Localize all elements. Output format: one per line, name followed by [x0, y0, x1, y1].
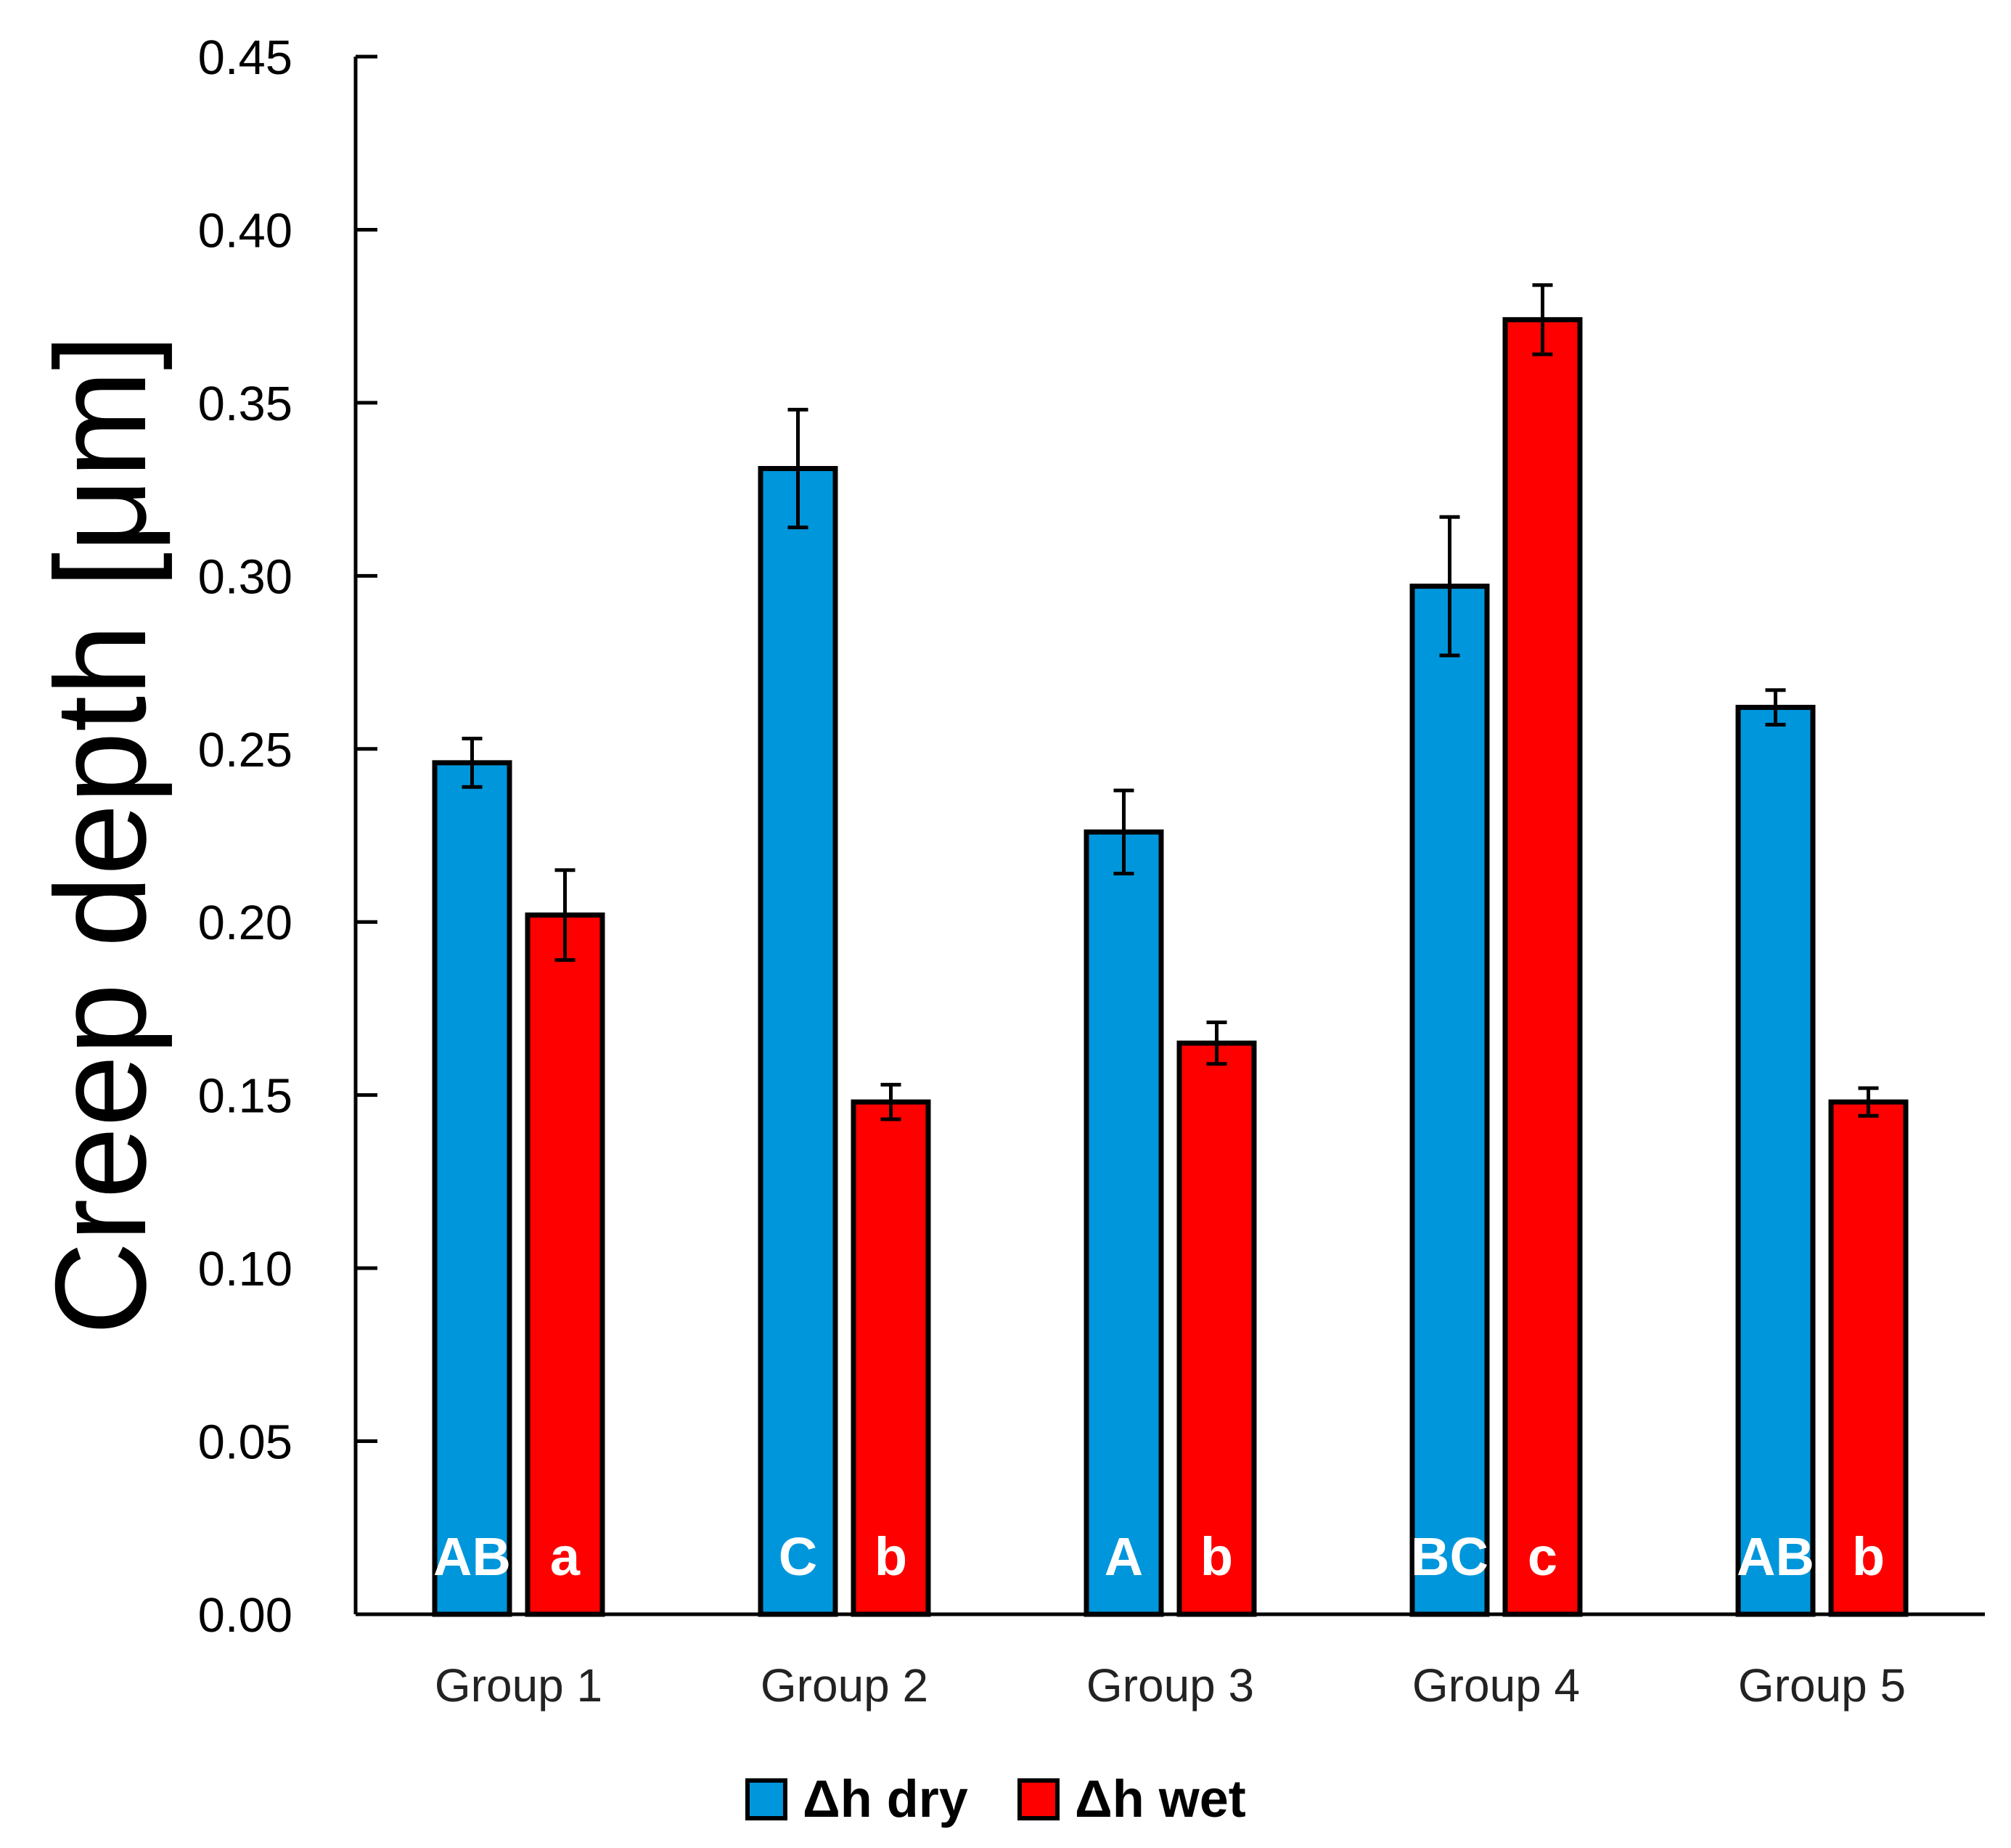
legend-swatch-dry [745, 1778, 787, 1820]
category-label: Group 2 [761, 1659, 928, 1712]
significance-letter: BC [1411, 1526, 1488, 1587]
bar-dry [1084, 829, 1164, 1617]
significance-letter: AB [433, 1526, 511, 1587]
y-tick-label: 0.40 [198, 203, 292, 258]
legend-swatch-wet [1017, 1778, 1060, 1820]
category-label: Group 5 [1738, 1659, 1906, 1712]
y-tick-label: 0.05 [198, 1415, 292, 1470]
y-tick-label: 0.15 [198, 1069, 292, 1124]
category-label: Group 4 [1412, 1659, 1580, 1712]
significance-letter: b [875, 1526, 907, 1587]
y-tick-label: 0.00 [198, 1588, 292, 1643]
significance-letter: A [1105, 1526, 1143, 1587]
significance-letter: c [1528, 1526, 1557, 1587]
bar-dry [432, 760, 512, 1617]
category-label: Group 1 [435, 1659, 602, 1712]
category-labels: Group 1 Group 2 Group 3 Group 4 Group 5 [435, 1659, 1906, 1712]
significance-letter: b [1200, 1526, 1233, 1587]
y-tick-label: 0.30 [198, 549, 292, 604]
bar-wet [525, 912, 605, 1617]
y-axis-title: Creep depth [μm] [28, 335, 173, 1336]
y-axis-ticks: 0.00 0.05 0.10 0.15 0.20 0.25 0.30 0.35 0.40 0.45 [198, 30, 377, 1643]
category-label: Group 3 [1086, 1659, 1254, 1712]
significance-letter: AB [1737, 1526, 1814, 1587]
legend-label-wet: Δh wet [1075, 1770, 1246, 1828]
bar-dry [1409, 584, 1490, 1617]
y-tick-label: 0.20 [198, 896, 292, 950]
legend-label-dry: Δh dry [803, 1770, 968, 1828]
y-tick-label: 0.10 [198, 1242, 292, 1296]
axes [353, 57, 1985, 1616]
bar-wet [1502, 316, 1583, 1617]
y-tick-label: 0.45 [198, 30, 292, 85]
bar-dry [758, 465, 838, 1617]
significance-letter: b [1852, 1526, 1885, 1587]
bar-dry [1735, 705, 1816, 1617]
y-tick-label: 0.35 [198, 377, 292, 431]
significance-letter: a [550, 1526, 581, 1587]
y-tick-label: 0.25 [198, 723, 292, 777]
significance-letter: C [779, 1526, 817, 1587]
legend: Δh dry Δh wet [745, 1770, 1246, 1828]
